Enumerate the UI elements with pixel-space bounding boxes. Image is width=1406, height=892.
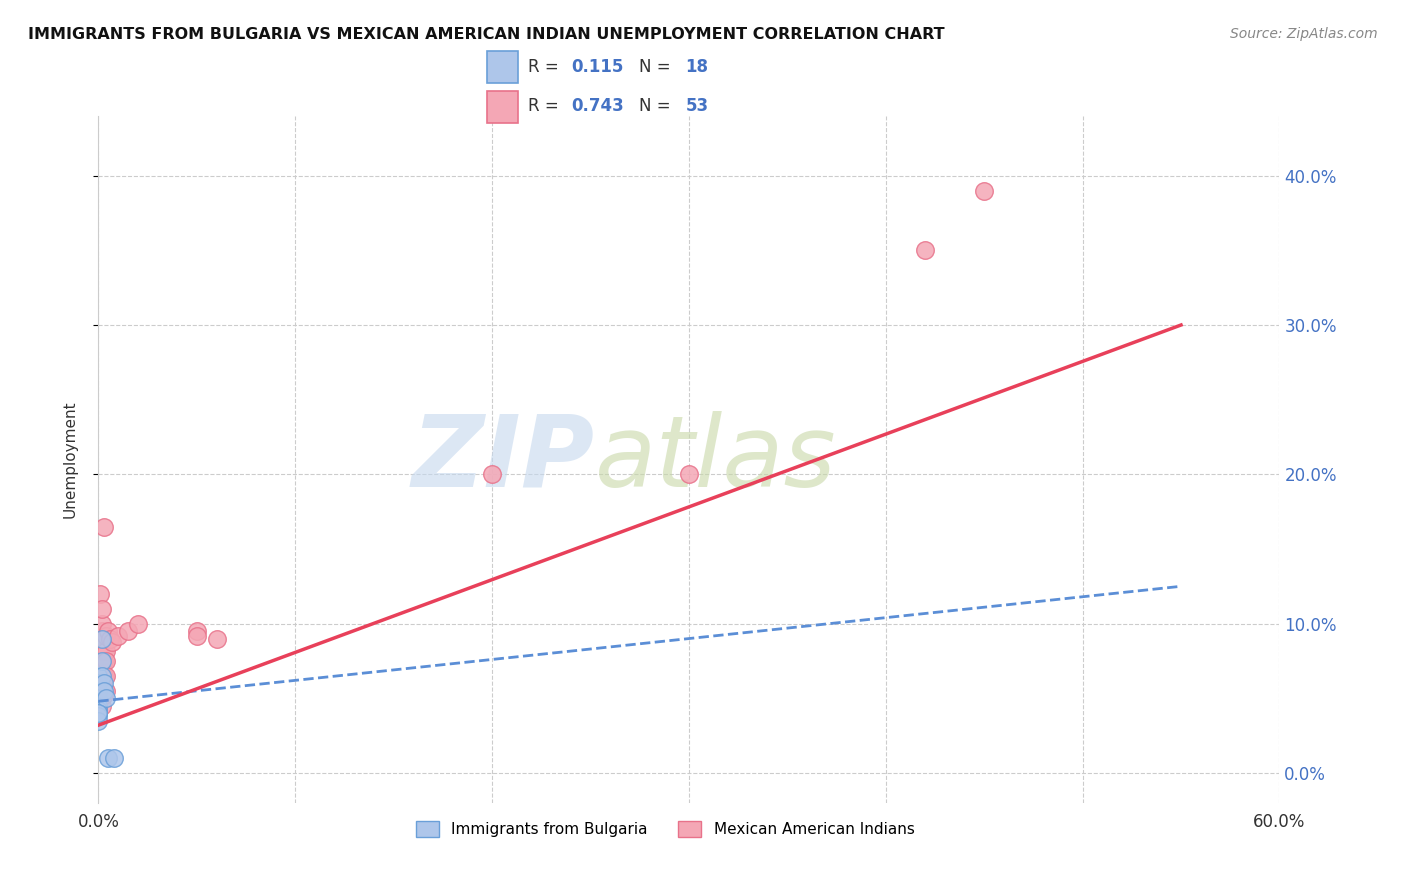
Point [117,624,139,639]
Point [87,698,110,713]
Point [96,691,118,706]
Text: N =: N = [638,97,676,115]
Point [96,629,118,643]
Point [97,624,120,639]
Y-axis label: Unemployment: Unemployment [63,401,77,518]
Point [89,688,111,702]
Point [91,698,114,713]
Point [87,706,110,721]
Point [91,658,114,673]
Text: Source: ZipAtlas.com: Source: ZipAtlas.com [1230,27,1378,41]
Text: N =: N = [638,58,676,76]
Point [93,643,115,657]
FancyBboxPatch shape [488,51,519,83]
Point [91,683,114,698]
Point [89,632,111,646]
Point [87,676,110,690]
Point [91,669,114,683]
Point [87,703,110,717]
Point [91,616,114,631]
Point [186,629,208,643]
Point [89,673,111,688]
Point [205,632,228,646]
Point [91,654,114,668]
Point [481,467,503,482]
Point [87,683,110,698]
Point [97,751,120,765]
Point [91,632,114,646]
Point [87,661,110,675]
Text: IMMIGRANTS FROM BULGARIA VS MEXICAN AMERICAN INDIAN UNEMPLOYMENT CORRELATION CHA: IMMIGRANTS FROM BULGARIA VS MEXICAN AMER… [28,27,945,42]
Point [678,467,700,482]
Point [93,683,115,698]
Point [87,676,110,690]
Point [89,683,111,698]
Text: 18: 18 [685,58,709,76]
Text: atlas: atlas [595,411,837,508]
Point [89,587,111,601]
Point [93,632,115,646]
Point [98,632,121,646]
Text: 0.743: 0.743 [571,97,624,115]
Point [93,519,115,533]
Point [101,634,124,648]
Point [89,647,111,661]
Point [96,669,118,683]
Point [87,709,110,723]
Point [87,706,110,721]
Point [87,691,110,706]
Point [107,629,129,643]
Point [914,244,936,258]
Point [96,643,118,657]
Point [87,698,110,713]
Point [93,688,115,702]
Point [91,669,114,683]
Point [89,665,111,679]
Text: 53: 53 [685,97,709,115]
Text: 0.115: 0.115 [571,58,623,76]
Point [89,654,111,668]
Point [87,683,110,698]
Point [186,624,208,639]
Point [87,703,110,717]
Point [91,601,114,615]
Point [87,694,110,708]
Point [91,649,114,664]
Text: ZIP: ZIP [412,411,595,508]
Point [87,669,110,683]
Point [87,669,110,683]
Point [91,643,114,657]
Point [127,616,149,631]
Point [96,683,118,698]
Point [87,691,110,706]
Point [89,639,111,653]
Point [87,714,110,728]
Point [973,184,995,198]
Point [91,624,114,639]
Legend: Immigrants from Bulgaria, Mexican American Indians: Immigrants from Bulgaria, Mexican Americ… [411,815,921,843]
Text: R =: R = [527,58,564,76]
Point [103,751,125,765]
Point [93,676,115,690]
Point [89,694,111,708]
FancyBboxPatch shape [488,91,519,123]
Point [93,654,115,668]
Text: R =: R = [527,97,564,115]
Point [87,679,110,693]
Point [93,669,115,683]
Point [87,688,110,702]
Point [96,654,118,668]
